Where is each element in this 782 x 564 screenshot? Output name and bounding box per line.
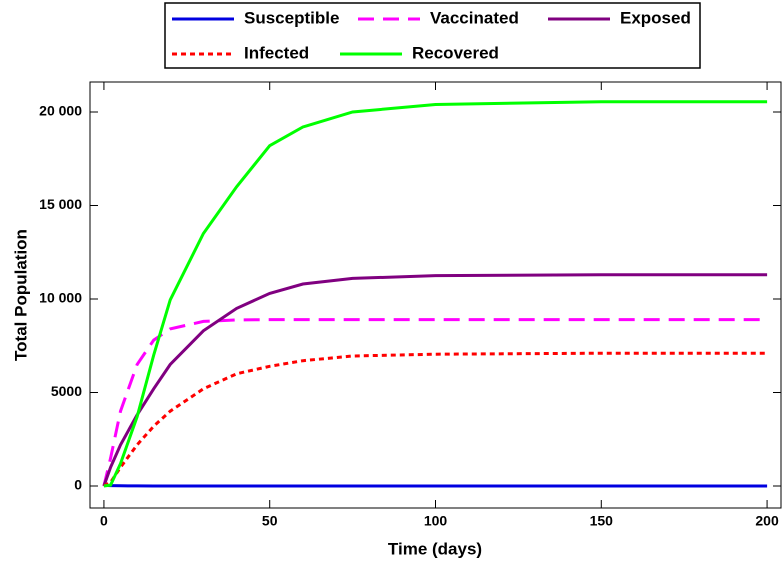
y-tick-label: 0 [74, 477, 82, 493]
y-tick-label: 15 000 [39, 196, 82, 212]
x-tick-label: 50 [262, 513, 278, 529]
series-line [103, 351, 768, 488]
x-axis-title: Time (days) [388, 539, 482, 558]
series-line [102, 318, 768, 487]
y-tick-label: 10 000 [39, 290, 82, 306]
x-tick-label: 100 [424, 513, 448, 529]
series-line [102, 273, 768, 487]
legend-label: Exposed [620, 8, 691, 27]
series-line [103, 483, 768, 488]
legend-label: Susceptible [244, 8, 339, 27]
legend-label: Vaccinated [430, 8, 519, 27]
legend-label: Recovered [412, 43, 499, 62]
y-tick-label: 20 000 [39, 103, 82, 119]
x-tick-label: 0 [100, 513, 108, 529]
legend-label: Infected [244, 43, 309, 62]
plot-frame [89, 81, 782, 509]
x-tick-label: 200 [755, 513, 779, 529]
legend-box [164, 2, 701, 69]
y-tick-label: 5000 [51, 383, 82, 399]
series-line [103, 100, 768, 488]
y-axis-title: Total Population [11, 229, 30, 361]
x-tick-label: 150 [590, 513, 614, 529]
